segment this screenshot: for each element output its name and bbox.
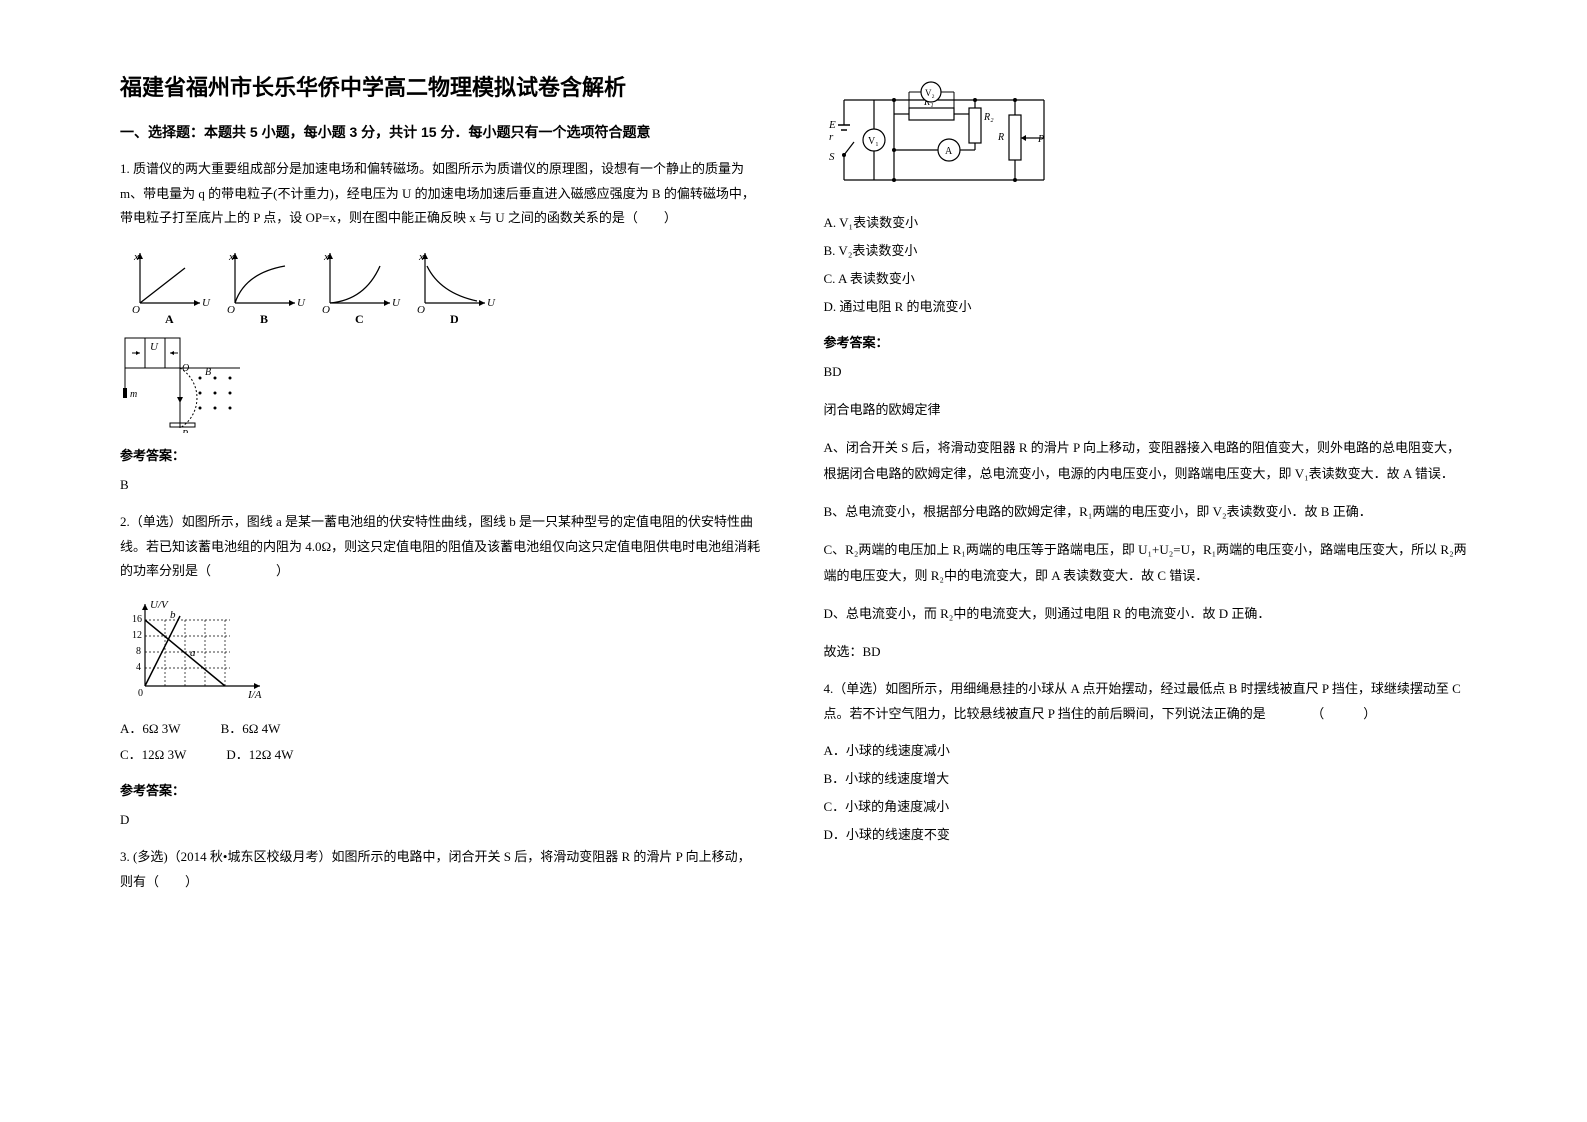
svg-text:E: E xyxy=(828,119,836,131)
svg-text:O: O xyxy=(417,304,425,316)
svg-text:I/A: I/A xyxy=(247,689,262,701)
question-1: 1. 质谱仪的两大重要组成部分是加速电场和偏转磁场。如图所示为质谱仪的原理图，设… xyxy=(120,157,764,231)
svg-text:A: A xyxy=(165,312,174,323)
svg-text:P: P xyxy=(181,429,188,433)
svg-text:m: m xyxy=(130,389,137,400)
q2-chart: U/V I/A 16 12 8 4 0 a b xyxy=(120,596,764,706)
svg-text:O: O xyxy=(132,304,140,316)
q3-answer-header: 参考答案： xyxy=(824,332,1468,351)
svg-text:V₂: V₂ xyxy=(925,88,935,98)
svg-text:P: P xyxy=(1037,134,1044,145)
q2-option-a: A．6Ω 3W xyxy=(120,716,181,742)
q1-answer: B xyxy=(120,472,764,498)
q3-explain-a: A、闭合开关 S 后，将滑动变阻器 R 的滑片 P 向上移动，变阻器接入电路的阻… xyxy=(824,435,1468,487)
q2-option-d: D．12Ω 4W xyxy=(226,742,293,768)
q4-options: A．小球的线速度减小 B．小球的线速度增大 C．小球的角速度减小 D．小球的线速… xyxy=(824,738,1468,848)
svg-text:x: x xyxy=(323,251,329,263)
svg-text:x: x xyxy=(418,251,424,263)
svg-text:B: B xyxy=(260,312,268,323)
svg-text:r: r xyxy=(829,131,834,143)
svg-text:8: 8 xyxy=(136,646,141,657)
svg-text:x: x xyxy=(228,251,234,263)
q3-option-a: A. V₁表读数变小 xyxy=(824,210,1468,236)
q1-diagram: U m O P B xyxy=(120,333,764,433)
svg-text:U: U xyxy=(297,297,306,309)
q3-circuit: E r S V₁ R₁ V₂ xyxy=(824,80,1468,200)
section-header: 一、选择题：本题共 5 小题，每小题 3 分，共计 15 分．每小题只有一个选项… xyxy=(120,122,764,142)
svg-text:U: U xyxy=(150,341,159,353)
svg-text:0: 0 xyxy=(138,688,143,699)
svg-text:a: a xyxy=(190,647,196,659)
svg-text:U: U xyxy=(487,297,496,309)
q3-explain-c: C、R₂两端的电压加上 R₁两端的电压等于路端电压，即 U₁+U₂=U，R₁两端… xyxy=(824,537,1468,589)
q2-option-b: B．6Ω 4W xyxy=(221,716,281,742)
svg-text:x: x xyxy=(133,251,139,263)
q4-option-a: A．小球的线速度减小 xyxy=(824,738,1468,764)
q4-option-b: B．小球的线速度增大 xyxy=(824,766,1468,792)
page-title: 福建省福州市长乐华侨中学高二物理模拟试卷含解析 xyxy=(120,70,764,102)
svg-text:C: C xyxy=(355,312,364,323)
question-4: 4.（单选）如图所示，用细绳悬挂的小球从 A 点开始摆动，经过最低点 B 时摆线… xyxy=(824,677,1468,726)
question-2: 2.（单选）如图所示，图线 a 是某一蓄电池组的伏安特性曲线，图线 b 是一只某… xyxy=(120,510,764,584)
q2-answer: D xyxy=(120,807,764,833)
svg-text:A: A xyxy=(945,146,953,157)
svg-text:4: 4 xyxy=(136,662,141,673)
question-3: 3. (多选)（2014 秋•城东区校级月考）如图所示的电路中，闭合开关 S 后… xyxy=(120,845,764,894)
q3-option-d: D. 通过电阻 R 的电流变小 xyxy=(824,294,1468,320)
svg-text:R: R xyxy=(997,132,1004,143)
q3-answer: BD xyxy=(824,359,1468,385)
q1-answer-header: 参考答案： xyxy=(120,445,764,464)
svg-text:12: 12 xyxy=(132,630,142,641)
svg-text:S: S xyxy=(829,151,835,163)
svg-text:b: b xyxy=(170,609,176,621)
svg-text:O: O xyxy=(227,304,235,316)
svg-text:O: O xyxy=(322,304,330,316)
q2-option-c: C．12Ω 3W xyxy=(120,742,186,768)
q3-option-b: B. V₂表读数变小 xyxy=(824,238,1468,264)
q3-options: A. V₁表读数变小 B. V₂表读数变小 C. A 表读数变小 D. 通过电阻… xyxy=(824,210,1468,320)
svg-text:U/V: U/V xyxy=(150,599,169,611)
q2-answer-header: 参考答案： xyxy=(120,780,764,799)
svg-text:D: D xyxy=(450,312,459,323)
q4-option-c: C．小球的角速度减小 xyxy=(824,794,1468,820)
svg-text:U: U xyxy=(202,297,211,309)
q3-conclusion: 故选：BD xyxy=(824,639,1468,665)
q3-explain-d: D、总电流变小，而 R₂中的电流变大，则通过电阻 R 的电流变小．故 D 正确． xyxy=(824,601,1468,627)
q3-option-c: C. A 表读数变小 xyxy=(824,266,1468,292)
q3-explain-b: B、总电流变小，根据部分电路的欧姆定律，R₁两端的电压变小，即 V₂表读数变小．… xyxy=(824,499,1468,525)
q4-option-d: D．小球的线速度不变 xyxy=(824,822,1468,848)
q1-graphs: x U O A x U O B xyxy=(120,243,764,323)
svg-text:R₂: R₂ xyxy=(983,112,994,123)
svg-text:B: B xyxy=(205,367,211,378)
q2-options: A．6Ω 3W B．6Ω 4W C．12Ω 3W D．12Ω 4W xyxy=(120,716,764,768)
q3-explain-title: 闭合电路的欧姆定律 xyxy=(824,397,1468,423)
svg-text:U: U xyxy=(392,297,401,309)
svg-text:V₁: V₁ xyxy=(868,136,879,147)
svg-text:16: 16 xyxy=(132,614,142,625)
